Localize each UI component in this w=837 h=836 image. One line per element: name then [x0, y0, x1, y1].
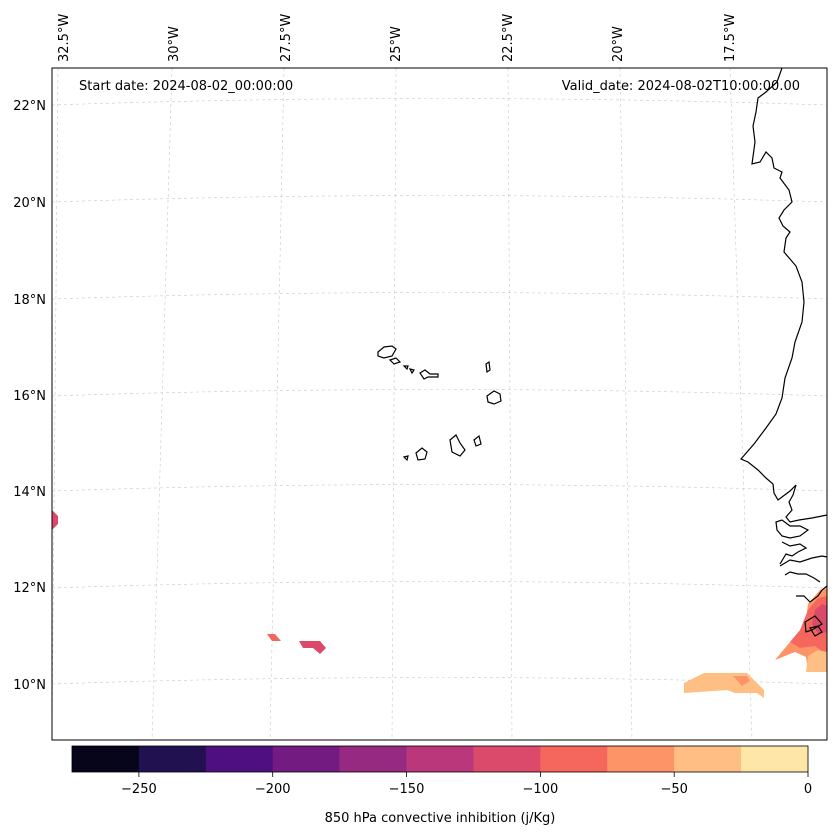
colorbar-tick-label: 0 — [804, 782, 812, 797]
cin-patch-south-1 — [267, 634, 281, 641]
colorbar-swatch — [339, 746, 407, 772]
colorbar-ticks — [138, 772, 809, 777]
colorbar-tick-label: −50 — [660, 782, 687, 797]
lon-label-32-5w: 32.5°W — [57, 14, 72, 62]
lat-label-16n: 16°N — [13, 389, 46, 404]
lon-label-30w: 30°W — [167, 26, 182, 62]
colorbar-swatch — [540, 746, 608, 772]
colorbar-tick-label: −200 — [255, 782, 291, 797]
colorbar-tick-label: −100 — [523, 782, 559, 797]
colorbar-swatch — [205, 746, 274, 772]
colorbar-swatch — [473, 746, 541, 772]
lat-label-12n: 12°N — [13, 581, 46, 596]
valid-date-label: Valid_date: 2024-08-02T10:00:00.00 — [562, 79, 800, 94]
lat-label-18n: 18°N — [13, 293, 46, 308]
lon-label-22-5w: 22.5°W — [501, 14, 516, 62]
cape-verde-islands — [377, 345, 502, 462]
cin-patch-south-2 — [299, 641, 326, 654]
cin-patch-east-light — [806, 650, 827, 672]
map-panel — [52, 68, 827, 740]
map-border — [51, 67, 828, 741]
lat-label-22n: 22°N — [13, 99, 46, 114]
colorbar-label: 850 hPa convective inhibition (j/Kg) — [325, 811, 556, 826]
graticule — [51, 67, 828, 741]
colorbar-border — [71, 745, 809, 773]
colorbar-tick-label: −150 — [389, 782, 425, 797]
cin-contours — [52, 510, 827, 698]
colorbar-swatch — [138, 746, 207, 772]
lon-label-20w: 20°W — [611, 26, 626, 62]
colorbar-swatch — [674, 746, 742, 772]
colorbar-swatch — [272, 746, 340, 772]
colorbar-swatches — [72, 746, 809, 772]
longitude-labels: 32.5°W 30°W 27.5°W 25°W 22.5°W 20°W 17.5… — [57, 14, 738, 62]
cin-patch-west — [52, 510, 58, 530]
lat-label-10n: 10°N — [13, 678, 46, 693]
colorbar: −250 −200 −150 −100 −50 0 850 hPa convec… — [71, 745, 812, 826]
colorbar-swatch — [741, 746, 809, 772]
lon-label-27-5w: 27.5°W — [279, 14, 294, 62]
latitude-labels: 22°N 20°N 18°N 16°N 14°N 12°N 10°N — [13, 99, 46, 693]
start-date-label: Start date: 2024-08-02_00:00:00 — [79, 79, 293, 94]
colorbar-tick-label: −250 — [121, 782, 157, 797]
cin-patch-southeast-core — [733, 676, 750, 686]
lat-label-14n: 14°N — [13, 485, 46, 500]
colorbar-swatch — [406, 746, 474, 772]
lon-label-25w: 25°W — [389, 26, 404, 62]
lon-label-17-5w: 17.5°W — [723, 14, 738, 62]
lat-label-20n: 20°N — [13, 196, 46, 211]
coastline — [740, 67, 828, 637]
colorbar-swatch — [607, 746, 675, 772]
colorbar-swatch — [72, 746, 140, 772]
